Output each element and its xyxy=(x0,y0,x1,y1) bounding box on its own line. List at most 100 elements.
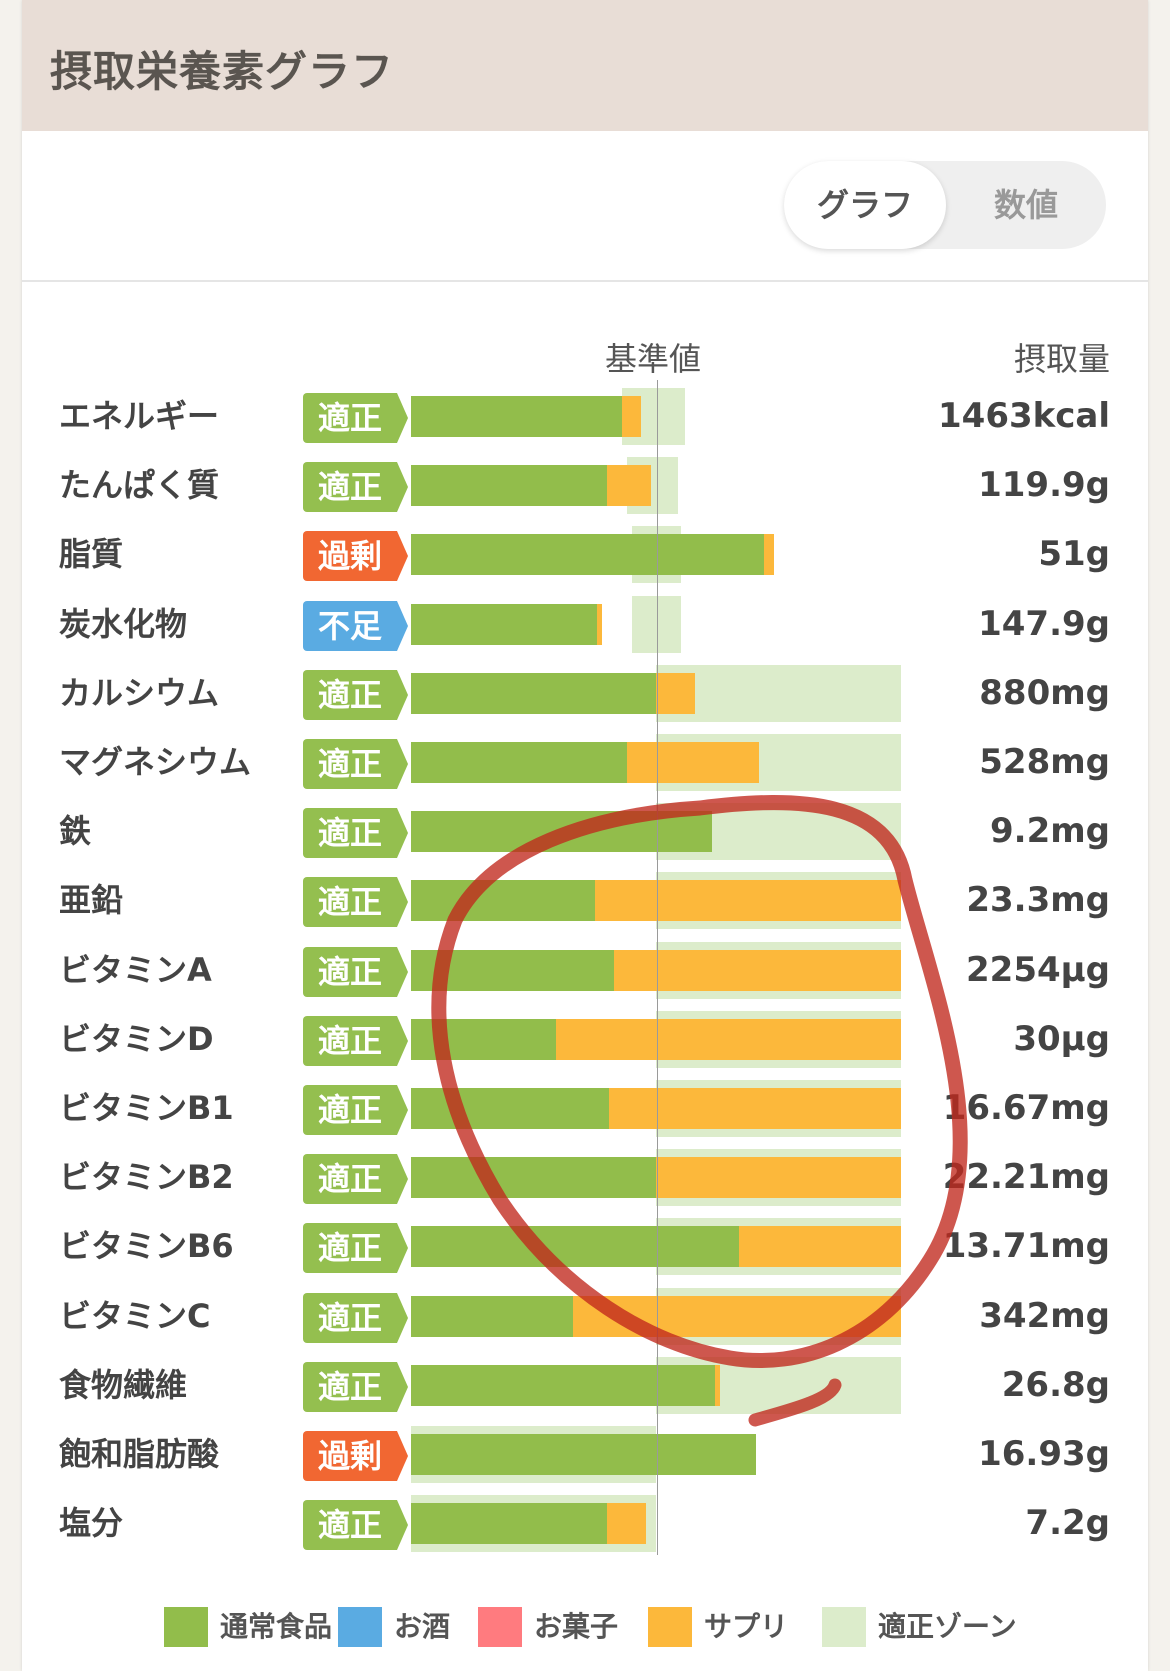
food-bar xyxy=(411,742,627,783)
nutrient-row: ビタミンA 適正 2254µg xyxy=(22,936,1148,1005)
food-bar xyxy=(411,1018,556,1060)
nutrient-row: 脂質 過剰 51g xyxy=(22,520,1148,589)
nutrient-name: エネルギー xyxy=(59,397,220,435)
intake-value: 880mg xyxy=(979,672,1110,713)
legend-label: 通常食品 xyxy=(220,1610,333,1643)
appropriate-zone xyxy=(656,664,901,722)
legend-swatch xyxy=(822,1607,866,1647)
supplement-bar xyxy=(607,1503,647,1545)
status-badge-label: 適正 xyxy=(317,1021,382,1060)
legend: 通常食品 お酒 お菓子 サプリ 適正ゾーン xyxy=(22,1605,1148,1649)
status-badge: 適正 xyxy=(303,946,408,997)
appropriate-zone xyxy=(631,595,681,653)
status-badge: 適正 xyxy=(303,462,408,513)
supplement-bar xyxy=(714,1364,720,1406)
status-badge: 適正 xyxy=(303,1154,408,1205)
supplement-bar xyxy=(555,1018,901,1060)
nutrient-row: 食物繊維 適正 26.8g xyxy=(22,1351,1148,1420)
status-badge: 適正 xyxy=(303,739,408,789)
supplement-bar xyxy=(609,1088,901,1129)
intake-value: 7.2g xyxy=(1025,1503,1110,1544)
intake-value: 22.21mg xyxy=(942,1157,1110,1198)
nutrient-name: 亜鉛 xyxy=(59,881,124,920)
legend-swatch xyxy=(648,1607,692,1647)
legend-swatch xyxy=(164,1607,208,1647)
intake-value: 16.67mg xyxy=(942,1088,1110,1128)
nutrient-name: ビタミンB6 xyxy=(59,1227,234,1266)
nutrient-row: 塩分 適正 7.2g xyxy=(22,1489,1148,1558)
nutrient-name: ビタミンB1 xyxy=(59,1089,234,1127)
status-badge: 過剰 xyxy=(303,1431,408,1481)
supplement-bar xyxy=(739,1226,901,1268)
food-bar xyxy=(411,1157,656,1199)
nutrient-row: カルシウム 適正 880mg xyxy=(22,659,1148,728)
nutrient-name: ビタミンD xyxy=(59,1019,214,1058)
food-bar xyxy=(411,880,595,922)
nutrient-graph-card: 摂取栄養素グラフ グラフ 数値 基準値 摂取量 エネルギー 適正 1463kcal た… xyxy=(22,0,1148,1671)
intake-value: 342mg xyxy=(979,1295,1110,1336)
food-bar xyxy=(411,1503,607,1545)
status-badge-label: 適正 xyxy=(317,1506,382,1545)
nutrient-name: マグネシウム xyxy=(59,743,252,781)
status-badge-label: 適正 xyxy=(317,745,382,783)
nutrient-name: ビタミンA xyxy=(59,950,212,989)
status-badge: 適正 xyxy=(303,1085,408,1135)
supplement-bar xyxy=(656,1157,901,1199)
supplement-bar xyxy=(594,880,901,922)
intake-value: 26.8g xyxy=(1001,1364,1110,1405)
legend-label: お酒 xyxy=(394,1610,451,1643)
nutrient-row: たんぱく質 適正 119.9g xyxy=(22,451,1148,520)
food-bar xyxy=(411,949,615,991)
intake-value: 528mg xyxy=(979,742,1110,782)
nutrient-row: ビタミンB6 適正 13.71mg xyxy=(22,1212,1148,1281)
food-bar xyxy=(411,603,598,645)
nutrient-row: ビタミンC 適正 342mg xyxy=(22,1282,1148,1351)
status-badge-label: 適正 xyxy=(317,1367,382,1406)
nutrient-name: 炭水化物 xyxy=(59,604,188,643)
nutrient-name: 塩分 xyxy=(59,1504,124,1543)
food-bar xyxy=(411,1434,757,1475)
intake-value: 51g xyxy=(1038,534,1110,575)
supplement-bar xyxy=(597,603,603,645)
status-badge-label: 適正 xyxy=(317,883,382,922)
view-toggle[interactable]: グラフ 数値 xyxy=(784,161,1106,249)
food-bar xyxy=(411,672,656,714)
graph-view-button[interactable]: グラフ xyxy=(784,161,946,249)
status-badge-label: 適正 xyxy=(317,468,382,507)
standard-value-line xyxy=(657,380,658,1555)
number-view-button[interactable]: 数値 xyxy=(993,186,1058,224)
intake-value: 13.71mg xyxy=(942,1226,1110,1267)
status-badge-label: 適正 xyxy=(317,1229,382,1268)
intake-value: 1463kcal xyxy=(938,396,1110,436)
status-badge-label: 過剰 xyxy=(317,537,382,576)
status-badge: 適正 xyxy=(303,1361,408,1412)
status-badge-label: 適正 xyxy=(317,1091,382,1129)
status-badge: 適正 xyxy=(303,1223,408,1274)
food-bar xyxy=(411,1088,610,1129)
status-badge: 適正 xyxy=(303,1015,408,1066)
supplement-bar xyxy=(763,534,774,576)
card-header: 摂取栄養素グラフ xyxy=(22,0,1148,131)
intake-value: 119.9g xyxy=(978,465,1110,506)
status-badge: 過剰 xyxy=(303,531,408,582)
supplement-bar xyxy=(572,1295,901,1337)
intake-value: 16.93g xyxy=(978,1434,1110,1474)
nutrient-row: 飽和脂肪酸 過剰 16.93g xyxy=(22,1420,1148,1489)
legend-label: お菓子 xyxy=(534,1610,619,1643)
supplement-bar xyxy=(626,742,759,783)
nutrient-row: 亜鉛 適正 23.3mg xyxy=(22,866,1148,935)
status-badge-label: 不足 xyxy=(317,606,382,645)
status-badge: 適正 xyxy=(303,808,408,859)
status-badge: 不足 xyxy=(303,600,408,651)
nutrient-row: 炭水化物 不足 147.9g xyxy=(22,590,1148,659)
nutrient-row: マグネシウム 適正 528mg xyxy=(22,728,1148,797)
legend-swatch xyxy=(478,1607,522,1647)
standard-column-header: 基準値 xyxy=(605,340,702,378)
intake-column-header: 摂取量 xyxy=(1013,340,1110,378)
status-badge: 適正 xyxy=(303,669,408,720)
food-bar xyxy=(411,396,622,437)
status-badge-label: 適正 xyxy=(317,814,382,853)
nutrient-row: ビタミンB2 適正 22.21mg xyxy=(22,1143,1148,1212)
legend-swatch xyxy=(338,1607,382,1647)
status-badge: 適正 xyxy=(303,877,408,928)
